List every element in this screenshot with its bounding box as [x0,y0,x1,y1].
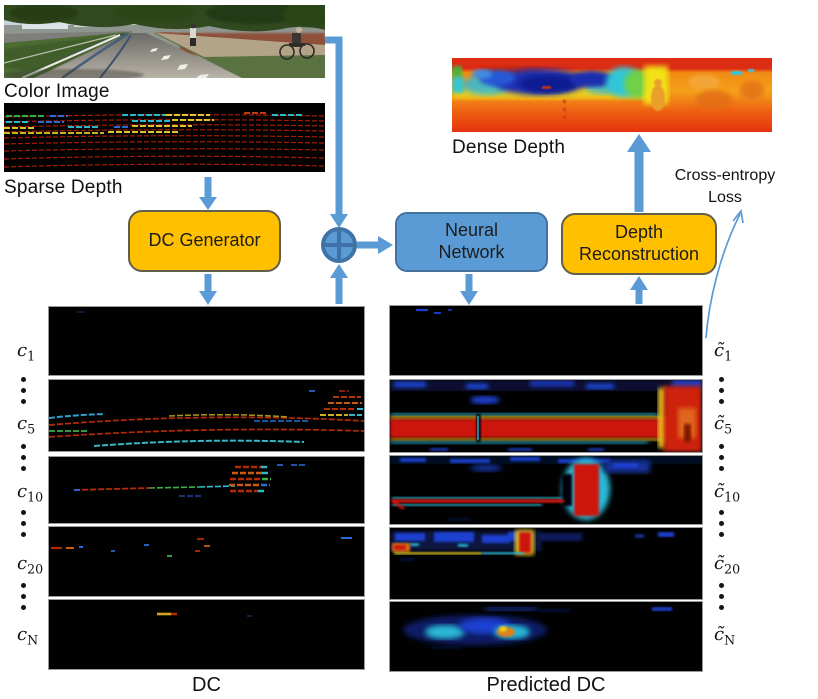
loss-label: Cross-entropy Loss [650,165,800,210]
arrow-predicted-to-reconstruction [630,276,648,304]
predicted-channel-image-c10 [389,455,703,525]
arrow-dcstack-to-concat [330,264,348,304]
dc-generator-label: DC Generator [148,230,261,251]
dc-channel-label-cN: cN [17,624,39,648]
ellipsis-dots-left-4 [21,583,26,610]
arrow-reconstruction-to-dense [627,134,651,212]
ellipsis-dots-right-4 [719,583,724,610]
dc-channel-image-c5 [48,379,365,452]
predicted-channel-label-c1: c̃1 [714,340,733,364]
predicted-channel-label-c10: c̃10 [714,481,741,505]
dc-channel-label-c20: c20 [17,553,44,577]
predicted-channel-label-cN: c̃N [714,624,736,648]
dc-channel-label-c10: c10 [17,481,44,505]
dc-channel-image-c10 [48,456,365,524]
dc-channel-label-c1: c1 [17,340,36,364]
neural-network-box: Neural Network [395,212,548,272]
dc-stack-caption: DC [192,674,221,696]
ellipsis-dots-left-3 [21,510,26,537]
ellipsis-dots-left-2 [21,444,26,471]
dense-depth-image [452,58,772,132]
ellipsis-dots-right-1 [719,377,724,404]
dc-channel-image-c20 [48,526,365,597]
predicted-channel-image-c20 [389,527,703,600]
predicted-channel-image-c5 [389,379,703,453]
sparse-depth-label: Sparse Depth [4,177,123,198]
arrow-network-to-predicted [460,274,478,305]
depth-reconstruction-box: Depth Reconstruction [561,213,717,275]
dc-channel-image-c1 [48,306,365,376]
color-image [4,5,325,78]
predicted-channel-image-cN [389,601,703,672]
arrow-colorimage-to-concat [325,36,348,228]
ellipsis-dots-left-1 [21,377,26,404]
dc-generator-box: DC Generator [128,210,281,272]
arrow-generator-to-dcstack [199,274,217,305]
arrow-concat-to-network [357,236,393,254]
predicted-channel-label-c20: c̃20 [714,553,741,577]
ellipsis-dots-right-2 [719,444,724,471]
dc-channel-label-c5: c5 [17,413,36,437]
arrow-predicted-to-loss [705,208,744,339]
dense-depth-label: Dense Depth [452,137,566,158]
color-image-label: Color Image [4,81,110,102]
predicted-channel-image-c1 [389,305,703,376]
loss-label-line1: Cross-entropy [674,167,776,184]
depth-reconstruction-label: Depth Reconstruction [578,222,700,264]
predicted-channel-label-c5: c̃5 [714,413,733,437]
neural-network-label: Neural Network [438,220,505,262]
sparse-depth-image [4,103,325,172]
arrow-sparse-to-generator [199,177,217,210]
predicted-stack-caption: Predicted DC [486,674,606,696]
circle-plus-icon [321,227,357,263]
ellipsis-dots-right-3 [719,510,724,537]
dc-channel-image-cN [48,599,365,670]
loss-label-line2: Loss [708,189,742,207]
